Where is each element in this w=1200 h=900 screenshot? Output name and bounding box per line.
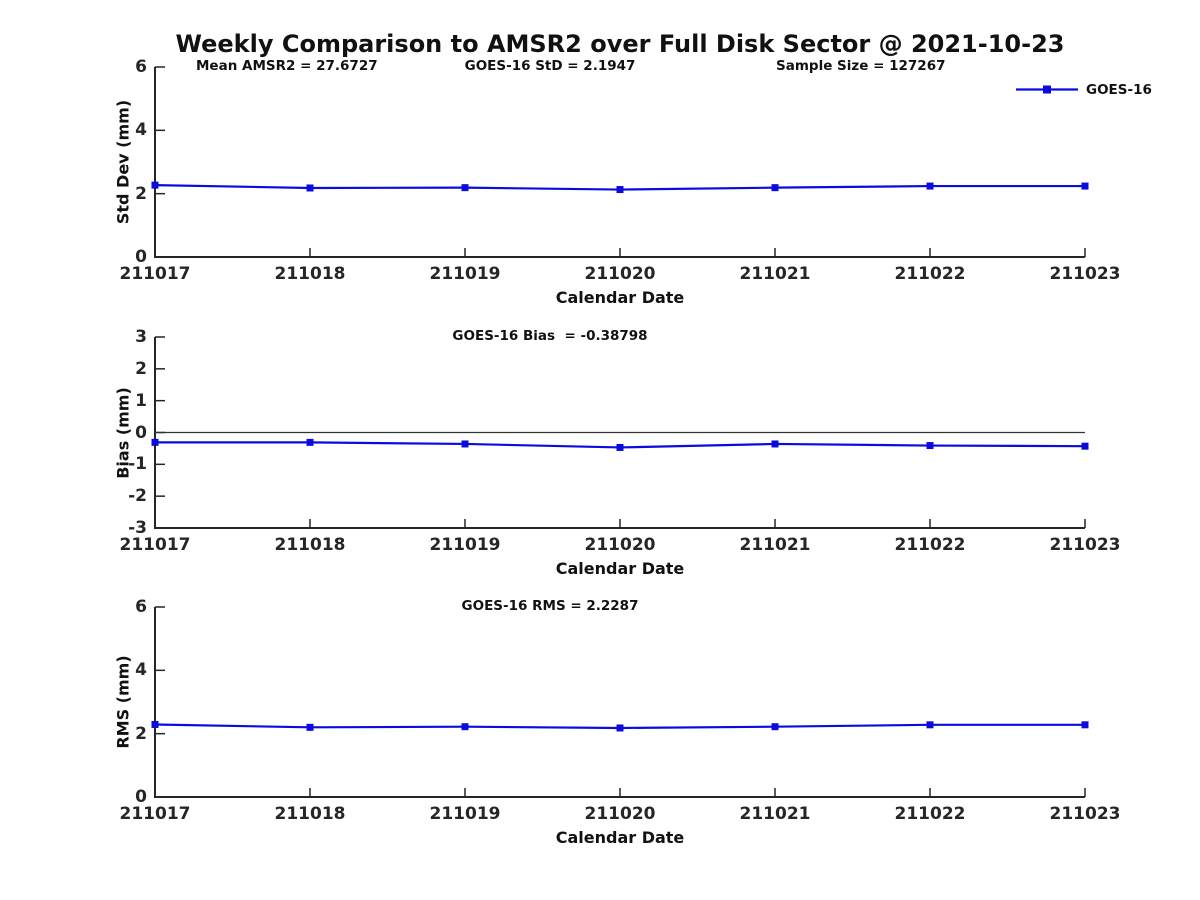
- bias-subtitle: GOES-16 Bias = -0.38798: [452, 328, 648, 344]
- bias-data-point: [616, 443, 624, 451]
- bias-x-tick-label: 211021: [739, 535, 811, 555]
- std-dev-data-point: [1081, 182, 1089, 190]
- chart-title: Weekly Comparison to AMSR2 over Full Dis…: [175, 30, 1065, 58]
- rms-data-point: [461, 723, 469, 731]
- rms-x-tick-label: 211018: [274, 804, 346, 824]
- legend-label: GOES-16: [1086, 82, 1152, 98]
- rms-x-axis-label: Calendar Date: [555, 828, 685, 847]
- rms-x-tick-label: 211017: [119, 804, 191, 824]
- std-dev-x-tick-label: 211017: [119, 264, 191, 284]
- rms-x-tick-label: 211023: [1049, 804, 1121, 824]
- std-dev-y-tick-label: 4: [135, 120, 147, 141]
- bias-x-tick-label: 211017: [119, 535, 191, 555]
- std-dev-x-tick-label: 211019: [429, 264, 501, 284]
- std-dev-data-point: [461, 184, 469, 192]
- std-dev-x-tick-label: 211023: [1049, 264, 1121, 284]
- std-dev-annotation-sample: Sample Size = 127267: [776, 58, 946, 74]
- bias-data-point: [306, 438, 314, 446]
- std-dev-data-point: [926, 182, 934, 190]
- rms-x-tick-label: 211019: [429, 804, 501, 824]
- rms-y-tick-label: 4: [135, 660, 147, 681]
- bias-data-point: [926, 442, 934, 450]
- bias-data-point: [1081, 442, 1089, 450]
- std-dev-x-axis-label: Calendar Date: [555, 288, 685, 307]
- rms-data-point: [926, 721, 934, 729]
- std-dev-y-axis-label: Std Dev (mm): [113, 99, 133, 225]
- rms-subtitle: GOES-16 RMS = 2.2287: [461, 598, 639, 614]
- legend-marker-sample: [1043, 85, 1051, 94]
- std-dev-data-point: [616, 186, 624, 194]
- std-dev-data-point: [771, 184, 779, 192]
- bias-x-tick-label: 211018: [274, 535, 346, 555]
- bias-y-tick-label: 3: [135, 327, 147, 347]
- std-dev-x-tick-label: 211022: [894, 264, 966, 284]
- std-dev-data-point: [151, 181, 159, 189]
- rms-y-tick-label: 2: [135, 723, 147, 744]
- bias-data-point: [461, 440, 469, 448]
- bias-y-tick-label: -1: [128, 454, 147, 475]
- std-dev-annotation-mean: Mean AMSR2 = 27.6727: [196, 58, 378, 74]
- rms-data-point: [616, 724, 624, 732]
- rms-x-tick-label: 211021: [739, 804, 811, 824]
- bias-x-tick-label: 211019: [429, 535, 501, 555]
- bias-x-tick-label: 211022: [894, 535, 966, 555]
- bias-y-axis-label: Bias (mm): [113, 386, 133, 479]
- bias-y-tick-label: 2: [135, 358, 147, 379]
- rms-data-point: [306, 723, 314, 731]
- std-dev-annotation-std: GOES-16 StD = 2.1947: [464, 58, 636, 74]
- bias-y-tick-label: 1: [135, 390, 147, 411]
- bias-x-tick-label: 211020: [584, 535, 656, 555]
- bias-x-axis-label: Calendar Date: [555, 559, 685, 578]
- std-dev-x-tick-label: 211021: [739, 264, 811, 284]
- std-dev-y-tick-label: 6: [135, 57, 147, 77]
- rms-y-tick-label: 6: [135, 597, 147, 617]
- bias-y-tick-label: 0: [135, 422, 147, 443]
- rms-x-tick-label: 211020: [584, 804, 656, 824]
- rms-y-tick-label: 0: [135, 787, 147, 807]
- std-dev-x-tick-label: 211018: [274, 264, 346, 284]
- std-dev-data-point: [306, 184, 314, 192]
- bias-data-point: [151, 438, 159, 446]
- std-dev-x-tick-label: 211020: [584, 264, 656, 284]
- bias-y-tick-label: -3: [128, 518, 147, 538]
- bias-y-tick-label: -2: [128, 486, 147, 507]
- std-dev-y-tick-label: 0: [135, 247, 147, 267]
- bias-data-point: [771, 440, 779, 448]
- rms-data-point: [151, 720, 159, 728]
- rms-y-axis-label: RMS (mm): [113, 655, 133, 749]
- rms-data-point: [771, 723, 779, 731]
- std-dev-y-tick-label: 2: [135, 183, 147, 204]
- rms-data-point: [1081, 721, 1089, 729]
- rms-x-tick-label: 211022: [894, 804, 966, 824]
- bias-x-tick-label: 211023: [1049, 535, 1121, 555]
